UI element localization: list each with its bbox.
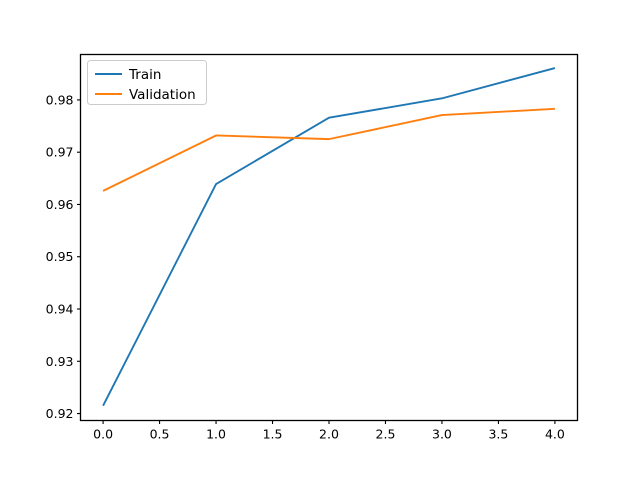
y-tick-label: 0.93 <box>46 354 74 369</box>
y-tick-label: 0.96 <box>46 197 74 212</box>
y-tick-label: 0.98 <box>46 92 74 107</box>
x-tick-label: 0.5 <box>150 427 170 442</box>
series-line-train <box>102 67 556 407</box>
y-tick-label: 0.92 <box>46 406 74 421</box>
x-axis-ticks: 0.0 0.5 1.0 1.5 2.0 2.5 3.0 3.5 4.0 <box>93 420 565 442</box>
x-tick-label: 3.5 <box>488 427 508 442</box>
x-tick-label: 2.5 <box>376 427 396 442</box>
x-tick-label: 0.0 <box>93 427 113 442</box>
x-tick-label: 4.0 <box>545 427 565 442</box>
data-series-group <box>102 67 556 407</box>
x-tick-label: 1.5 <box>263 427 283 442</box>
series-line-validation <box>102 107 555 192</box>
y-axis-ticks: 0.92 0.93 0.94 0.95 0.96 0.97 0.98 <box>46 92 81 421</box>
y-tick-label: 0.95 <box>46 249 74 264</box>
x-tick-label: 3.0 <box>432 427 452 442</box>
y-tick-label: 0.94 <box>46 302 74 317</box>
legend-label-train: Train <box>128 67 161 83</box>
y-tick-label: 0.97 <box>46 145 74 160</box>
legend-label-validation: Validation <box>129 87 196 103</box>
x-tick-label: 1.0 <box>206 427 226 442</box>
chart-legend[interactable]: Train Validation <box>87 60 207 105</box>
x-tick-label: 2.0 <box>319 427 339 442</box>
